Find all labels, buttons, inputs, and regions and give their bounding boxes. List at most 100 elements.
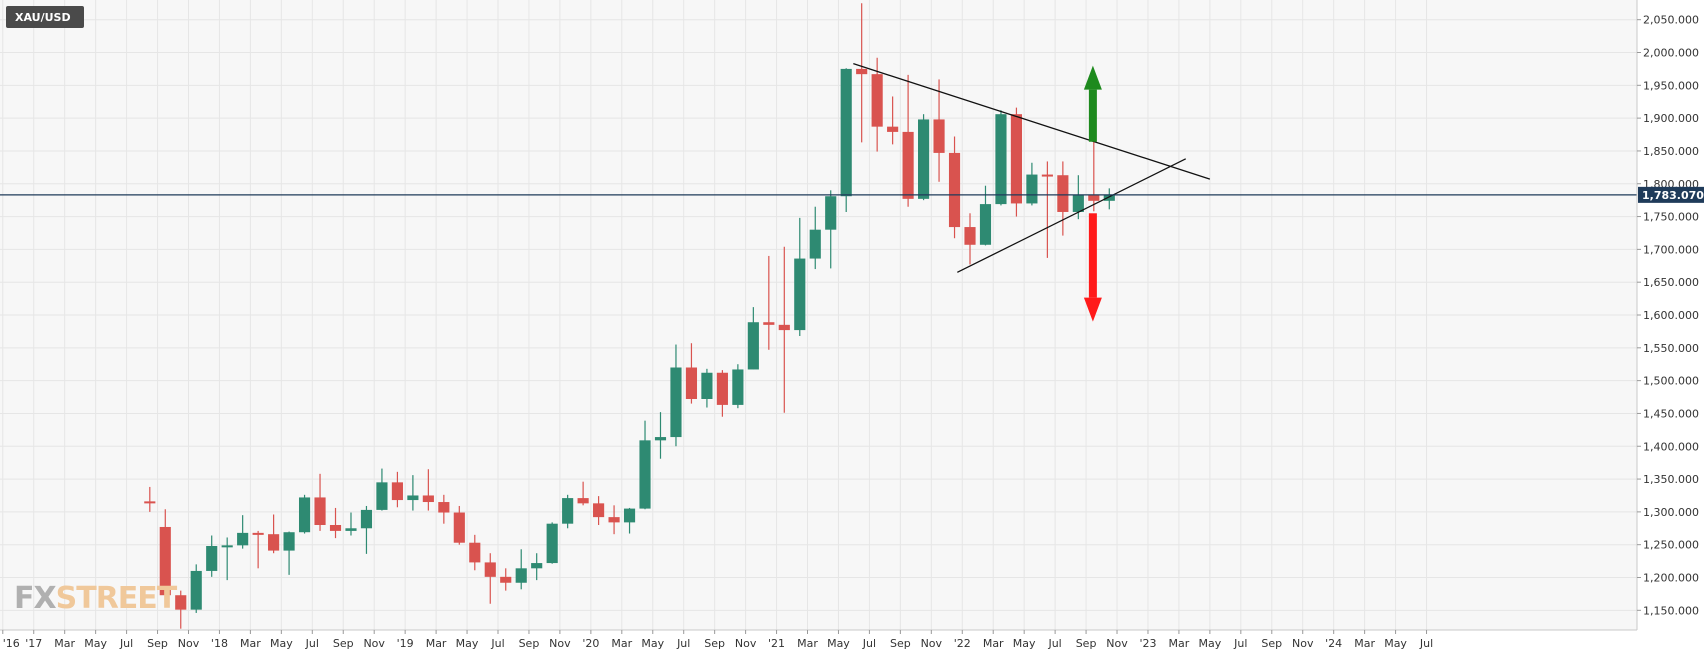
lower-trendline[interactable] [957, 158, 1187, 273]
candle[interactable] [1010, 107, 1023, 217]
candle[interactable] [778, 246, 790, 413]
candle[interactable] [995, 110, 1007, 206]
candle-body [391, 482, 403, 501]
candle[interactable] [268, 514, 280, 554]
candle[interactable] [964, 213, 976, 265]
candle-body [1041, 174, 1053, 177]
candle-body [453, 512, 465, 543]
candle[interactable] [670, 344, 682, 447]
candle[interactable] [685, 343, 698, 404]
candle[interactable] [391, 471, 403, 508]
y-tick-label: 1,200.000 [1643, 572, 1699, 585]
candle-body [1088, 194, 1100, 201]
candle[interactable] [500, 568, 512, 591]
x-tick-label: Sep [333, 637, 354, 650]
candle[interactable] [639, 420, 651, 510]
candle-body [701, 372, 713, 399]
candle-body [840, 68, 852, 197]
candle[interactable] [747, 307, 759, 370]
candle[interactable] [918, 114, 930, 201]
x-tick-label: May [827, 637, 850, 650]
current-price-label-layer: 1,783.070 [1638, 186, 1704, 203]
candle[interactable] [1041, 161, 1053, 258]
candle[interactable] [593, 496, 605, 525]
candle[interactable] [794, 217, 806, 336]
candle[interactable] [144, 486, 156, 512]
candle[interactable] [469, 534, 481, 571]
candle[interactable] [438, 494, 450, 524]
symbol-badge[interactable]: XAU/USD [6, 6, 84, 28]
candle-body [732, 369, 744, 405]
candle[interactable] [948, 136, 961, 239]
candle[interactable] [283, 531, 295, 575]
candle[interactable] [314, 473, 326, 531]
candle[interactable] [1057, 161, 1069, 236]
candle-body [685, 367, 698, 399]
candle[interactable] [654, 412, 667, 459]
candle-body [562, 498, 574, 524]
candle-body [1026, 174, 1038, 204]
candle[interactable] [360, 505, 373, 554]
candle[interactable] [484, 553, 496, 604]
candle[interactable] [763, 255, 775, 350]
candle[interactable] [825, 190, 837, 269]
candle-body [577, 498, 589, 504]
candle-body [593, 503, 605, 518]
candle[interactable] [871, 57, 883, 152]
candle[interactable] [716, 370, 728, 417]
candle[interactable] [345, 512, 357, 536]
candle[interactable] [623, 507, 636, 534]
candle-body [376, 482, 388, 510]
x-tick-label: '23 [1139, 637, 1156, 650]
candle[interactable] [237, 515, 249, 549]
bullish-arrow-shaft [1088, 89, 1097, 142]
candle[interactable] [422, 469, 434, 511]
trendline-annotations [853, 63, 1211, 322]
candle[interactable] [329, 507, 342, 539]
candle-body [407, 495, 419, 501]
x-tick-label: Mar [1354, 637, 1375, 650]
candle[interactable] [1088, 133, 1100, 212]
candle[interactable] [1026, 162, 1038, 206]
candle[interactable] [407, 475, 419, 511]
fxstreet-watermark: FXSTREET [14, 581, 179, 616]
svg-text:FXSTREET: FXSTREET [14, 581, 178, 616]
candle-body [484, 562, 496, 577]
x-tick-label: Sep [147, 637, 168, 650]
candle[interactable] [840, 68, 852, 212]
candle[interactable] [531, 553, 543, 581]
candle[interactable] [887, 96, 899, 145]
candle[interactable] [190, 564, 202, 613]
x-tick-label: Mar [983, 637, 1004, 650]
candle[interactable] [159, 509, 171, 597]
upper-trendline[interactable] [853, 63, 1211, 180]
candle-body [747, 322, 759, 370]
candle[interactable] [546, 522, 558, 564]
candle[interactable] [562, 494, 574, 529]
candle[interactable] [933, 79, 945, 182]
candle[interactable] [577, 481, 589, 506]
candle[interactable] [1103, 188, 1115, 210]
candle[interactable] [732, 364, 744, 409]
x-tick-label: May [270, 637, 293, 650]
candle[interactable] [376, 468, 388, 511]
candle[interactable] [221, 537, 233, 581]
candle-body [794, 258, 806, 331]
candle[interactable] [809, 206, 821, 270]
candle[interactable] [856, 3, 868, 143]
candle[interactable] [453, 505, 465, 545]
candle-body [190, 570, 202, 610]
candle[interactable] [701, 368, 713, 408]
candle[interactable] [252, 530, 264, 569]
candle[interactable] [206, 535, 218, 577]
candle[interactable] [175, 590, 187, 629]
candle[interactable] [608, 505, 620, 535]
candle[interactable] [902, 74, 914, 207]
candle[interactable] [515, 549, 527, 590]
candle[interactable] [979, 185, 992, 246]
x-tick-label: '22 [954, 637, 971, 650]
candle[interactable] [298, 494, 311, 534]
x-tick-label: May [456, 637, 479, 650]
candle-body [515, 568, 527, 583]
